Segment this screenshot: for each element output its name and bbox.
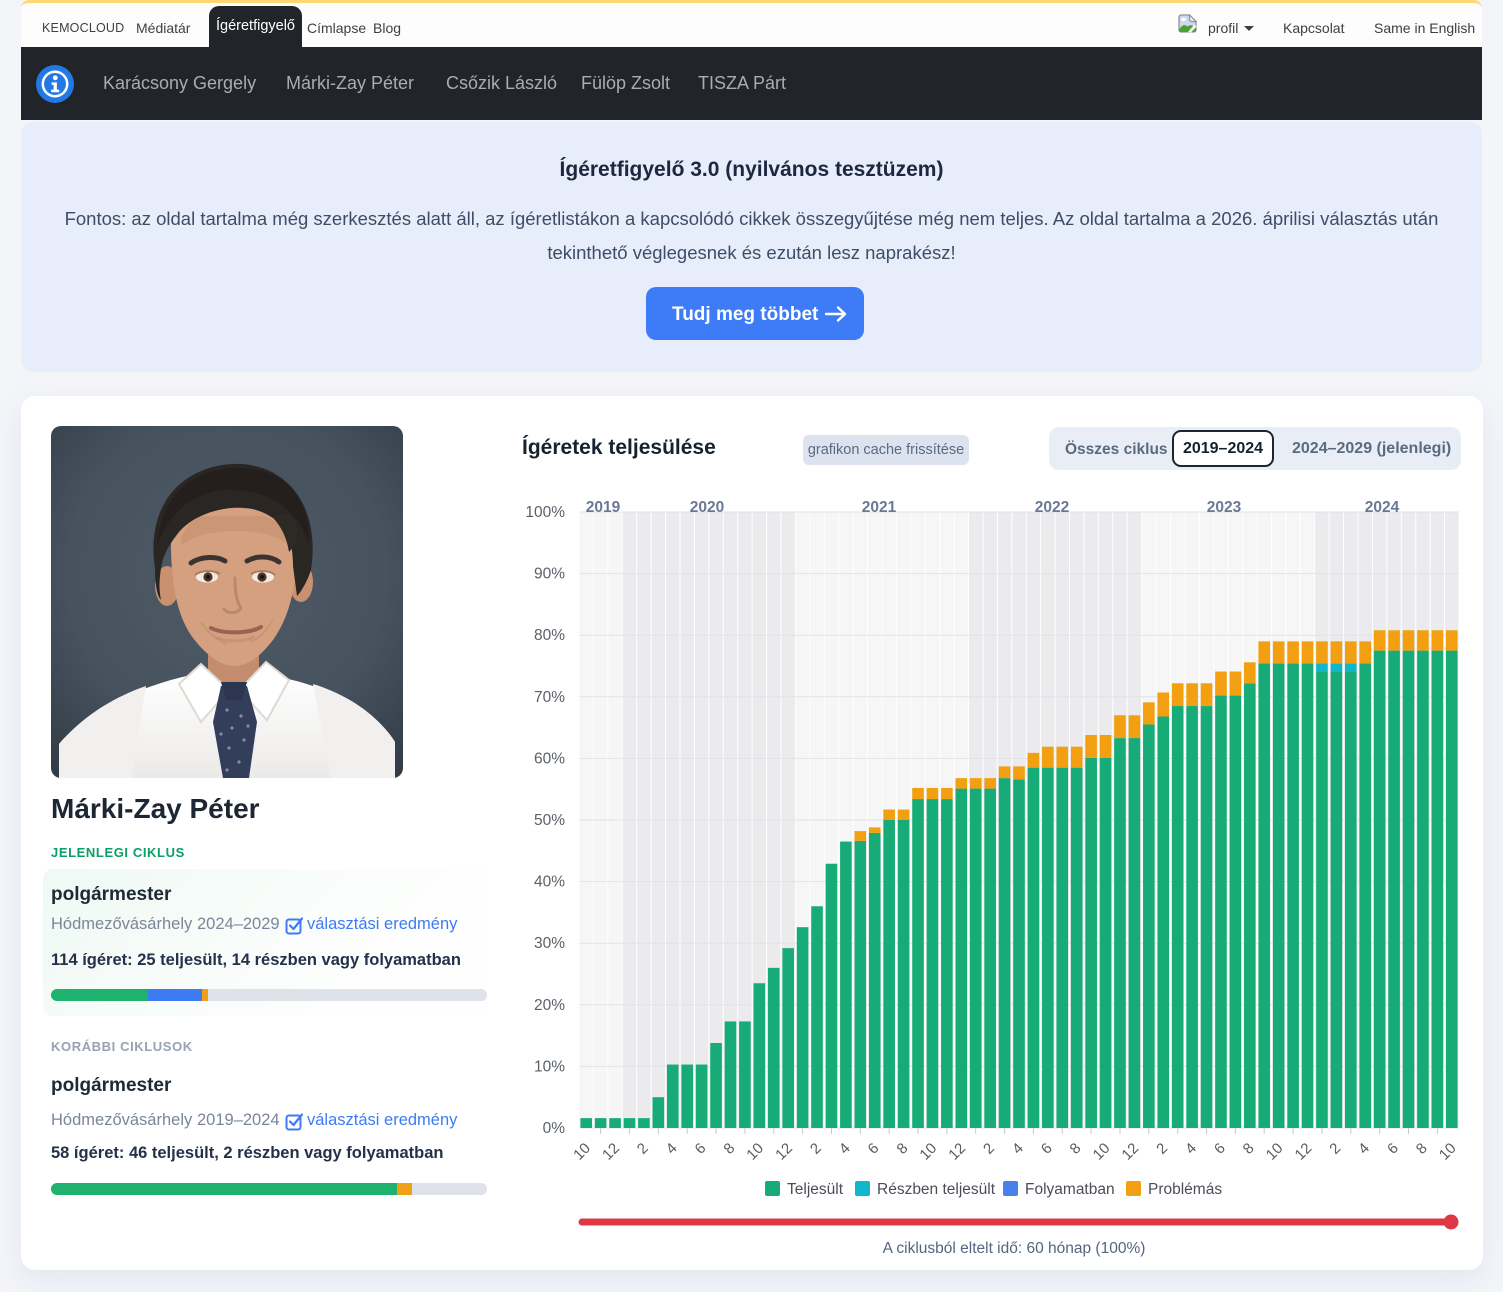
- svg-text:10: 10: [570, 1140, 594, 1164]
- svg-text:40%: 40%: [534, 874, 565, 891]
- svg-text:2019: 2019: [586, 499, 621, 516]
- svg-text:6: 6: [1038, 1140, 1056, 1158]
- svg-text:2021: 2021: [862, 499, 897, 516]
- svg-text:70%: 70%: [534, 689, 565, 706]
- svg-text:4: 4: [663, 1140, 681, 1158]
- svg-text:12: 12: [945, 1140, 969, 1164]
- svg-text:2: 2: [1326, 1140, 1344, 1158]
- svg-text:0%: 0%: [543, 1120, 566, 1137]
- svg-text:8: 8: [1240, 1140, 1258, 1158]
- svg-text:2: 2: [980, 1140, 998, 1158]
- svg-text:6: 6: [692, 1140, 710, 1158]
- svg-text:10: 10: [743, 1140, 767, 1164]
- svg-text:8: 8: [1067, 1140, 1085, 1158]
- svg-text:50%: 50%: [534, 812, 565, 829]
- svg-text:12: 12: [1292, 1140, 1316, 1164]
- svg-text:10%: 10%: [534, 1058, 565, 1075]
- svg-text:2: 2: [1153, 1140, 1171, 1158]
- svg-text:12: 12: [772, 1140, 796, 1164]
- svg-text:10: 10: [1436, 1140, 1460, 1164]
- svg-text:100%: 100%: [525, 504, 565, 521]
- svg-text:6: 6: [865, 1140, 883, 1158]
- svg-text:Teljesült: Teljesült: [787, 1181, 844, 1198]
- svg-text:2022: 2022: [1035, 499, 1069, 516]
- svg-text:2: 2: [634, 1140, 652, 1158]
- svg-text:12: 12: [599, 1140, 623, 1164]
- svg-text:6: 6: [1211, 1140, 1229, 1158]
- svg-text:4: 4: [1009, 1140, 1027, 1158]
- svg-text:90%: 90%: [534, 566, 565, 583]
- svg-text:60%: 60%: [534, 750, 565, 767]
- svg-text:8: 8: [1413, 1140, 1431, 1158]
- svg-text:8: 8: [894, 1140, 912, 1158]
- svg-text:4: 4: [1355, 1140, 1373, 1158]
- svg-text:2020: 2020: [690, 499, 724, 516]
- svg-text:12: 12: [1118, 1140, 1142, 1164]
- svg-text:6: 6: [1384, 1140, 1402, 1158]
- svg-text:2023: 2023: [1207, 499, 1242, 516]
- svg-text:30%: 30%: [534, 935, 565, 952]
- svg-text:80%: 80%: [534, 627, 565, 644]
- svg-text:10: 10: [1263, 1140, 1287, 1164]
- svg-text:8: 8: [720, 1140, 738, 1158]
- svg-text:A ciklusból eltelt idő: 60 hón: A ciklusból eltelt idő: 60 hónap (100%): [883, 1240, 1146, 1257]
- svg-text:10: 10: [1090, 1140, 1114, 1164]
- svg-text:4: 4: [836, 1140, 854, 1158]
- svg-text:Folyamatban: Folyamatban: [1025, 1181, 1115, 1198]
- svg-text:20%: 20%: [534, 997, 565, 1014]
- svg-text:Problémás: Problémás: [1148, 1181, 1222, 1198]
- svg-text:2024: 2024: [1365, 499, 1400, 516]
- svg-text:4: 4: [1182, 1140, 1200, 1158]
- svg-text:Részben teljesült: Részben teljesült: [877, 1181, 996, 1198]
- svg-text:10: 10: [916, 1140, 940, 1164]
- svg-text:2: 2: [807, 1140, 825, 1158]
